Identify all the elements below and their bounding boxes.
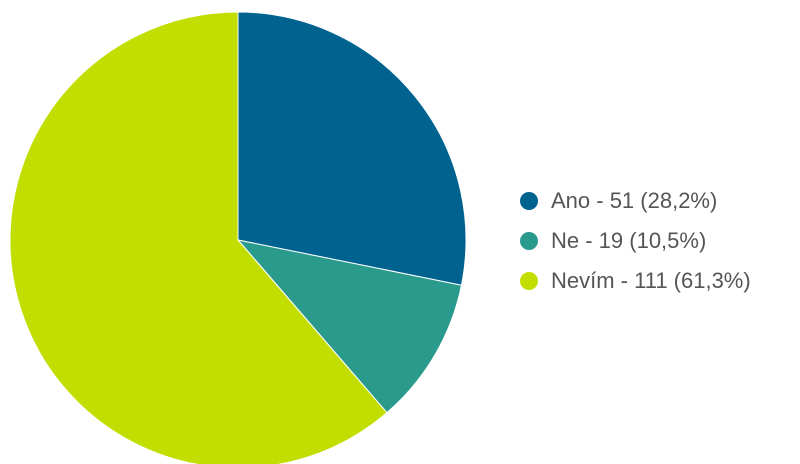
chart-legend: Ano - 51 (28,2%) Ne - 19 (10,5%) Nevím -… xyxy=(520,181,751,301)
pie-slice-ne xyxy=(236,239,463,414)
legend-item-ano: Ano - 51 (28,2%) xyxy=(520,181,751,221)
legend-swatch-ano xyxy=(520,192,538,210)
legend-item-ne: Ne - 19 (10,5%) xyxy=(520,221,751,261)
pie-slices xyxy=(9,11,467,464)
legend-label-nevim: Nevím - 111 (61,3%) xyxy=(551,268,751,293)
pie-slice-ano xyxy=(237,11,467,286)
legend-item-nevim: Nevím - 111 (61,3%) xyxy=(520,261,751,301)
legend-label-ano: Ano - 51 (28,2%) xyxy=(551,188,718,213)
legend-swatch-nevim xyxy=(520,272,538,290)
legend-swatch-ne xyxy=(520,232,538,250)
pie-slice-nevim xyxy=(9,11,388,464)
legend-label-ne: Ne - 19 (10,5%) xyxy=(551,228,707,253)
